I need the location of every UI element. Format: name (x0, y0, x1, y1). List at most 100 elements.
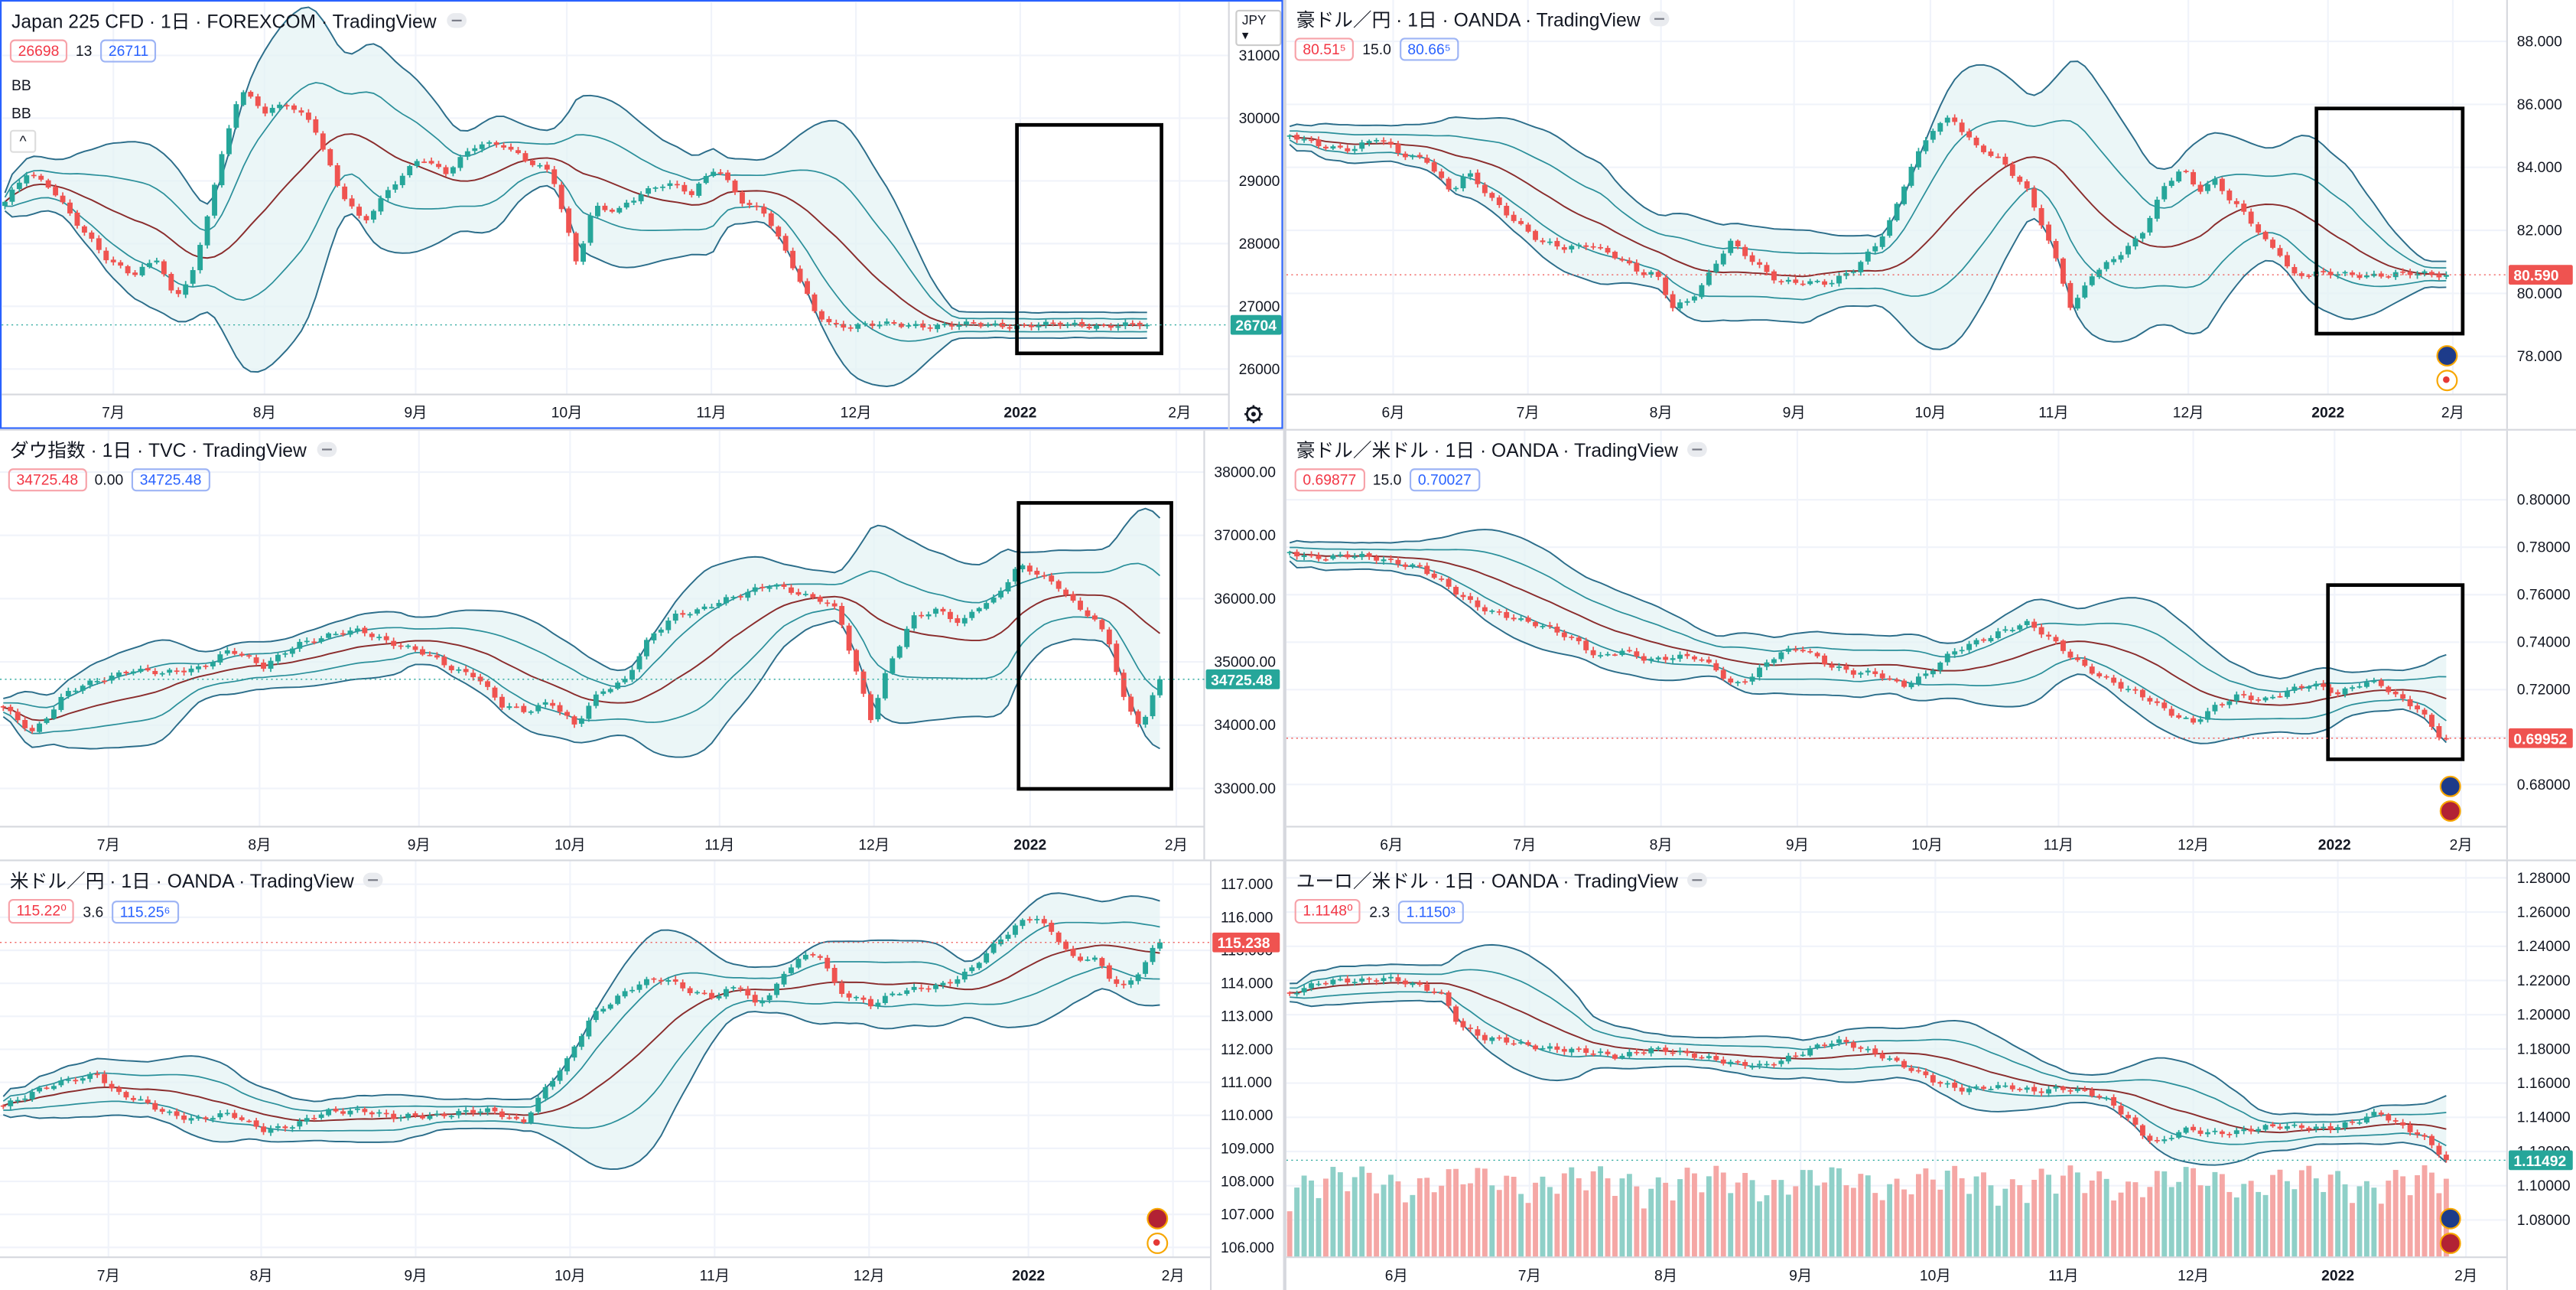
candle-body (904, 628, 910, 647)
volume-bar (1322, 1178, 1329, 1258)
candle (890, 991, 896, 997)
more-menu-icon[interactable] (1650, 12, 1670, 28)
au-flag-icon[interactable] (2436, 345, 2458, 367)
candle-body (2183, 717, 2189, 719)
more-menu-icon[interactable] (316, 442, 337, 458)
dow-chart-svg[interactable]: 33000.0034000.0035000.0036000.0037000.00… (0, 430, 1283, 860)
candle (933, 982, 938, 993)
candle (890, 656, 896, 675)
volume-bar (1937, 1189, 1943, 1258)
candle-body (248, 92, 254, 97)
volume-bar (1561, 1173, 1567, 1258)
us-flag-icon[interactable] (1147, 1207, 1169, 1230)
candle-body (501, 145, 507, 148)
candle-body (96, 238, 102, 250)
more-menu-icon[interactable] (446, 14, 467, 29)
indicator-label-bb-2[interactable]: BB (11, 105, 31, 122)
candle-body (1583, 1048, 1589, 1054)
jp-flag-icon[interactable] (2436, 370, 2458, 392)
candle (340, 630, 346, 637)
sell-price-button[interactable]: 34725.48 (8, 468, 86, 492)
candle-body (1887, 1058, 1893, 1060)
candle (1692, 1052, 1697, 1060)
candle (759, 583, 766, 591)
jp-flag-icon[interactable] (1147, 1233, 1169, 1254)
time-tick-label: 9月 (1789, 1268, 1812, 1284)
audusd-chart-pane[interactable]: 0.680000.700000.720000.740000.760000.780… (1286, 430, 2576, 860)
more-menu-icon[interactable] (363, 873, 384, 888)
volume-bar (1351, 1177, 1358, 1258)
candle-body (2256, 699, 2262, 701)
candle-body (297, 641, 303, 649)
candle (1431, 988, 1437, 995)
more-menu-icon[interactable] (1687, 873, 1708, 888)
candle (2256, 697, 2262, 703)
candle (1128, 977, 1134, 989)
candle (1619, 1053, 1625, 1060)
candle-body (2429, 1135, 2435, 1145)
currency-selector[interactable]: JPY ▾ (1235, 9, 1282, 47)
volume-bar (1915, 1174, 1921, 1258)
candle-body (472, 148, 478, 151)
candle-body (1381, 559, 1387, 562)
candle (1410, 981, 1416, 988)
candle (2154, 197, 2160, 222)
collapse-indicators-icon[interactable]: ^ (9, 129, 37, 153)
pane-divider-horizontal-1[interactable] (0, 428, 2576, 431)
indicator-label-bb-1[interactable]: BB (11, 77, 31, 94)
eurusd-chart-pane[interactable]: 1.080001.100001.120001.140001.160001.180… (1286, 861, 2576, 1290)
buy-price-button[interactable]: 34725.48 (132, 468, 210, 492)
us-flag-icon[interactable] (2439, 800, 2461, 822)
au-flag-icon[interactable] (2439, 775, 2461, 797)
pane-divider-vertical[interactable] (1283, 0, 1286, 1290)
sell-price-button[interactable]: 80.51⁵ (1294, 37, 1355, 61)
candle (15, 1096, 21, 1104)
candle-body (766, 587, 772, 589)
time-tick-label: 2022 (2318, 838, 2351, 854)
buy-price-button[interactable]: 1.1150³ (1397, 900, 1464, 924)
us-flag-icon[interactable] (2439, 1233, 2461, 1254)
sell-price-button[interactable]: 26698 (9, 39, 68, 63)
candle (501, 142, 507, 151)
audusd-chart-svg[interactable]: 0.680000.700000.720000.740000.760000.780… (1286, 430, 2576, 860)
nikkei-chart-pane[interactable]: 26000 27000 28000 29000 30000 31000 26704 7月 8月 9… (0, 0, 1285, 431)
bollinger-upper-2sd (3, 507, 1161, 699)
buy-price-button[interactable]: 0.70027 (1410, 468, 1480, 492)
sell-price-button[interactable]: 1.1148⁰ (1294, 898, 1361, 924)
audjpy-chart-pane[interactable]: 78.000 80.000 82.000 84.000 86.000 88.000 80.5… (1286, 0, 2576, 429)
buy-price-button[interactable]: 115.25⁶ (112, 900, 179, 924)
candle-body (1735, 682, 1741, 684)
audjpy-chart-svg[interactable]: 78.00080.00082.00084.00086.00088.00080.5… (1286, 0, 2576, 429)
candle (1887, 676, 1893, 681)
dow-chart-pane[interactable]: 33000.00 34000.00 35000.00 36000.00 37000.00… (0, 430, 1283, 860)
candle (1460, 591, 1466, 601)
candle-body (623, 202, 629, 208)
pane-divider-horizontal-2[interactable] (0, 859, 2576, 862)
buy-price-button[interactable]: 26711 (100, 39, 157, 63)
candle-body (102, 1073, 108, 1083)
candle-body (1879, 673, 1885, 679)
candle-body (522, 153, 529, 161)
settings-gear-icon[interactable] (1242, 402, 1265, 425)
candle-body (284, 105, 290, 107)
more-menu-icon[interactable] (1687, 442, 1708, 458)
eu-flag-icon[interactable] (2439, 1207, 2461, 1230)
candle (2161, 699, 2168, 711)
candle (703, 173, 709, 185)
candle (2053, 239, 2059, 262)
candle-body (1540, 240, 1546, 243)
candle (109, 1080, 115, 1092)
candle-body (2392, 691, 2399, 695)
sell-price-button[interactable]: 115.22⁰ (8, 898, 75, 924)
sell-price-button[interactable]: 0.69877 (1294, 468, 1365, 492)
buy-price-button[interactable]: 80.66⁵ (1399, 37, 1459, 61)
candle (385, 187, 391, 202)
price-tick-label: 34000.00 (1214, 718, 1276, 734)
candle (2147, 1133, 2153, 1144)
eurusd-chart-svg[interactable]: 1.080001.100001.120001.140001.160001.180… (1286, 861, 2576, 1290)
usdjpy-chart-svg[interactable]: 106.000107.000108.000109.000110.000111.0… (0, 861, 1283, 1290)
volume-bar (2270, 1174, 2275, 1258)
volume-bar (2226, 1191, 2233, 1258)
usdjpy-chart-pane[interactable]: 106.000 107.000 108.000 109.000 110.000 111.0… (0, 861, 1283, 1290)
